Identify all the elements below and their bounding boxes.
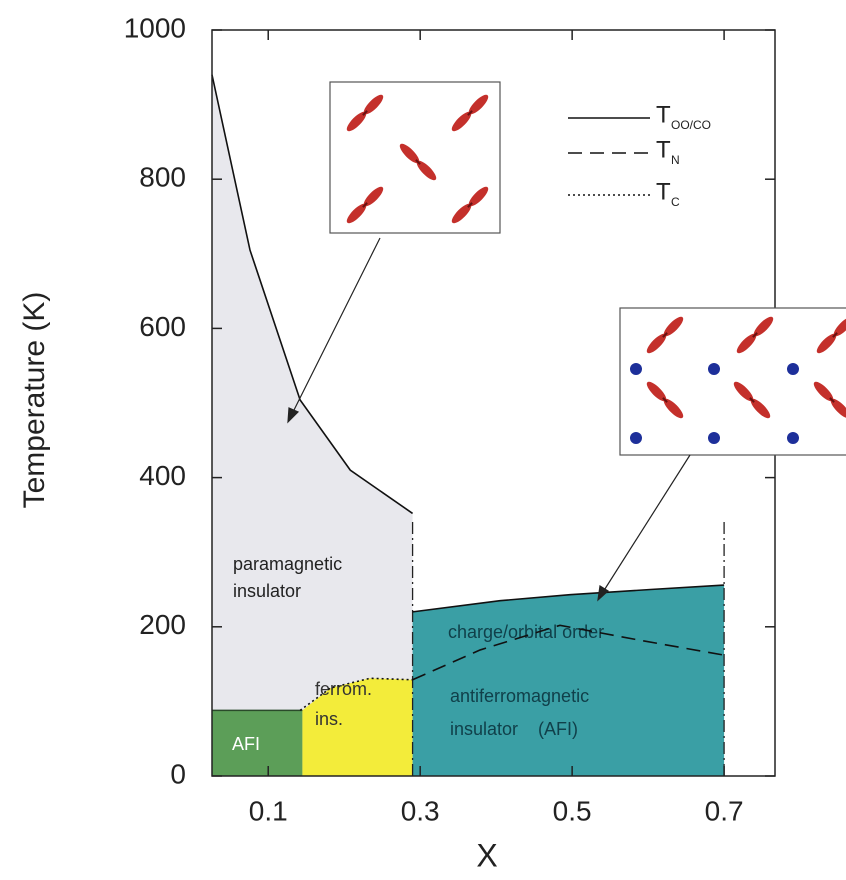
x-tick-label: 0.3 [401,795,440,826]
legend-label: T [656,136,671,163]
y-tick-label: 600 [139,311,186,342]
x-tick-label: 0.1 [249,795,288,826]
y-tick-label: 0 [170,758,186,789]
region [302,678,413,776]
x-tick-label: 0.5 [553,795,592,826]
region-label: antiferromagnetic [450,686,589,706]
phase-line [211,74,725,613]
x-tick-label: 0.7 [705,795,744,826]
y-tick-label: 1000 [124,12,186,43]
region-label: insulator (AFI) [450,719,578,739]
region-label: AFI [232,734,260,754]
legend-label: T [656,178,671,205]
x-axis-title: X [476,837,497,873]
legend-subscript: C [671,195,680,209]
lines: paramagnetic insulator AFI ferrom. ins. charg… [211,74,725,776]
region [412,585,725,776]
y-tick-label: 400 [139,460,186,491]
y-tick-label: 800 [139,162,186,193]
inset-ordering [329,81,501,234]
region-label: insulator [233,581,301,601]
region [212,74,413,776]
region-label: paramagnetic [233,554,342,574]
inset-charge-order [619,307,846,456]
legend-subscript: OO/CO [671,118,711,132]
arrows [287,237,691,602]
regions [212,74,725,776]
region-label: ins. [315,709,343,729]
legend-label: T [656,101,671,128]
phase-line [412,624,725,681]
region-label: ferrom. [315,679,372,699]
y-axis-title: Temperature (K) [18,292,51,509]
legend: T OO/COT NT C [568,101,711,209]
legend-subscript: N [671,153,680,167]
y-tick-label: 200 [139,609,186,640]
region [212,710,303,776]
region-label: charge/orbital order [448,622,604,642]
